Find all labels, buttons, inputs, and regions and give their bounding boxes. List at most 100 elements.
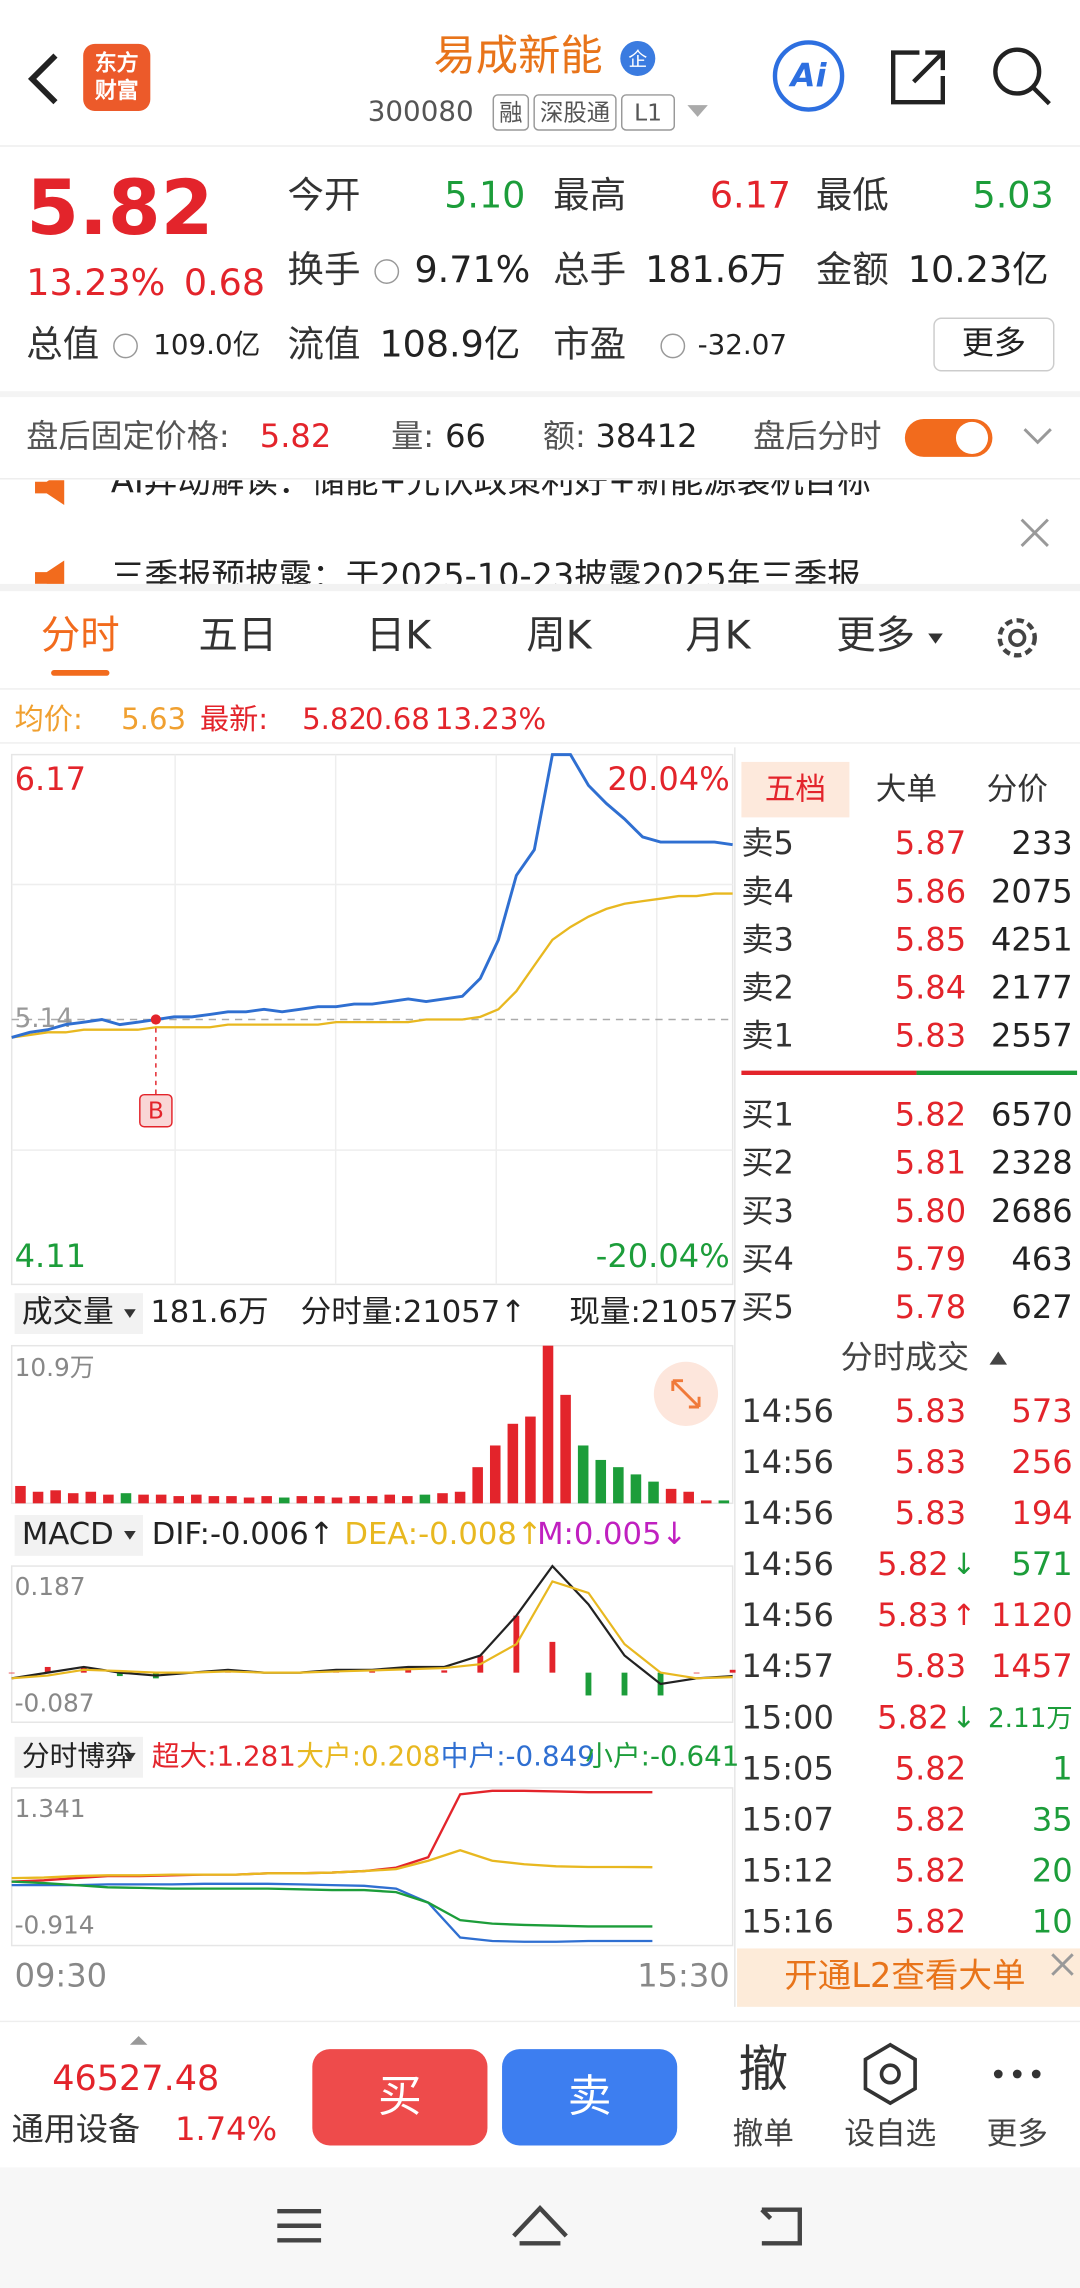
back-button[interactable] xyxy=(27,53,58,105)
expand-icon[interactable] xyxy=(1023,428,1052,445)
more-dot xyxy=(1012,2069,1022,2079)
volume-bar xyxy=(85,1491,97,1504)
trades-title: 分时成交 xyxy=(841,1338,969,1376)
search-handle xyxy=(1031,86,1051,106)
watch-label: 设自选 xyxy=(844,2117,936,2152)
sell-label[interactable]: 卖 xyxy=(568,2071,612,2122)
avg-label: 均价: xyxy=(15,702,83,736)
book-volume: 463 xyxy=(1011,1240,1072,1278)
buy-button[interactable] xyxy=(312,2049,488,2146)
tab[interactable]: 五日 xyxy=(199,612,278,658)
close-banner[interactable] xyxy=(1051,1953,1074,1976)
book-tab[interactable]: 大单 xyxy=(876,773,937,808)
sort-icon[interactable] xyxy=(989,1351,1008,1365)
trade-time: 15:05 xyxy=(741,1749,834,1787)
macd-selector[interactable] xyxy=(14,1514,144,1556)
macd-bar xyxy=(621,1672,628,1696)
banner-text[interactable]: 开通L2查看大单 xyxy=(784,1956,1025,1995)
y-max-label: 6.17 xyxy=(15,760,86,798)
macd-bar xyxy=(585,1672,592,1696)
field-label: 总值 xyxy=(26,322,99,365)
tag-box xyxy=(621,94,675,131)
volume-bar xyxy=(120,1493,132,1504)
nav-back[interactable] xyxy=(760,2207,802,2246)
dropdown-icon[interactable] xyxy=(124,1309,136,1318)
ai-label: Ai xyxy=(788,56,828,94)
legend-entry: 超大:1.281 xyxy=(152,1739,296,1772)
book-volume: 2177 xyxy=(991,969,1073,1007)
tab[interactable]: 日K xyxy=(366,612,432,658)
info-icon[interactable] xyxy=(374,259,400,284)
sell-button[interactable] xyxy=(502,2049,678,2146)
tab[interactable]: 分时 xyxy=(41,612,120,658)
close-notice[interactable] xyxy=(1020,518,1049,547)
more-dot[interactable] xyxy=(993,2069,1003,2079)
volume-bar xyxy=(243,1497,255,1504)
stock-title: 易成新能 xyxy=(433,31,602,80)
book-tab[interactable]: 五档 xyxy=(765,773,826,808)
more-label: 更多 xyxy=(962,324,1026,362)
volume-bar xyxy=(50,1490,61,1504)
info-icon[interactable] xyxy=(113,333,138,359)
buy-marker-label: B xyxy=(148,1097,164,1125)
volume-bar xyxy=(489,1445,501,1504)
volume-bar xyxy=(331,1497,343,1504)
field-value: 5.03 xyxy=(973,174,1054,217)
book-volume: 627 xyxy=(1011,1288,1072,1326)
trade-volume: 10 xyxy=(1032,1903,1073,1941)
settings-button[interactable] xyxy=(997,618,1037,658)
volume-selector[interactable] xyxy=(14,1293,144,1335)
dropdown-icon[interactable] xyxy=(928,633,943,644)
avg-line xyxy=(11,892,733,1039)
volume-bar xyxy=(261,1496,272,1504)
notice-icon xyxy=(35,480,65,506)
watch-icon[interactable] xyxy=(863,2042,917,2106)
volume-bar xyxy=(366,1496,378,1504)
l2-banner[interactable] xyxy=(737,1948,1080,2007)
book-label: 买5 xyxy=(741,1288,794,1326)
book-volume: 4251 xyxy=(991,920,1073,958)
book-tab[interactable]: 分价 xyxy=(987,773,1048,808)
nav-home[interactable] xyxy=(512,2205,568,2246)
trade-time: 14:56 xyxy=(741,1443,834,1481)
book-label: 卖2 xyxy=(741,969,794,1007)
more-button[interactable] xyxy=(933,317,1055,372)
price-line xyxy=(11,753,733,1039)
stock-code: 300080 xyxy=(368,94,474,127)
book-label: 卖3 xyxy=(741,920,794,958)
buy-label[interactable]: 买 xyxy=(378,2071,422,2122)
book-volume: 6570 xyxy=(991,1096,1073,1134)
tab[interactable]: 更多 xyxy=(836,612,915,658)
tab[interactable]: 月K xyxy=(685,612,751,658)
dropdown-icon[interactable] xyxy=(124,1531,136,1540)
index-name: 通用设备 xyxy=(12,2110,140,2148)
cancel-icon[interactable]: 撤 xyxy=(738,2040,788,2098)
volume-bar xyxy=(419,1494,431,1504)
volume-bar xyxy=(577,1445,589,1504)
macd-bar xyxy=(441,1670,448,1673)
dea-line xyxy=(11,1580,733,1680)
game-selector[interactable] xyxy=(14,1736,144,1778)
book-label: 买1 xyxy=(741,1096,794,1134)
book-label: 买4 xyxy=(741,1240,794,1278)
tab[interactable]: 周K xyxy=(526,612,592,658)
dropdown-icon[interactable] xyxy=(687,105,708,117)
tag: L1 xyxy=(634,98,662,126)
toggle-knob xyxy=(955,421,989,454)
info-icon[interactable] xyxy=(660,333,686,359)
share-button[interactable] xyxy=(891,50,945,105)
volume-bar xyxy=(683,1491,694,1504)
volume-bar xyxy=(648,1481,659,1504)
search-button[interactable] xyxy=(993,47,1042,96)
ai-button[interactable] xyxy=(772,40,845,112)
nav-menu[interactable] xyxy=(277,2208,322,2243)
after-label: 盘后固定价格: xyxy=(26,417,229,455)
dropdown-icon[interactable] xyxy=(124,1752,136,1762)
trade-time: 14:56 xyxy=(741,1494,834,1532)
index-pct: 1.74% xyxy=(175,2110,277,2148)
trade-arrow: ↓ xyxy=(952,1547,976,1581)
pct-min-label: -20.04% xyxy=(596,1237,730,1275)
trade-price: 5.82 xyxy=(877,1545,948,1583)
field-label: 市盈 xyxy=(553,322,626,365)
